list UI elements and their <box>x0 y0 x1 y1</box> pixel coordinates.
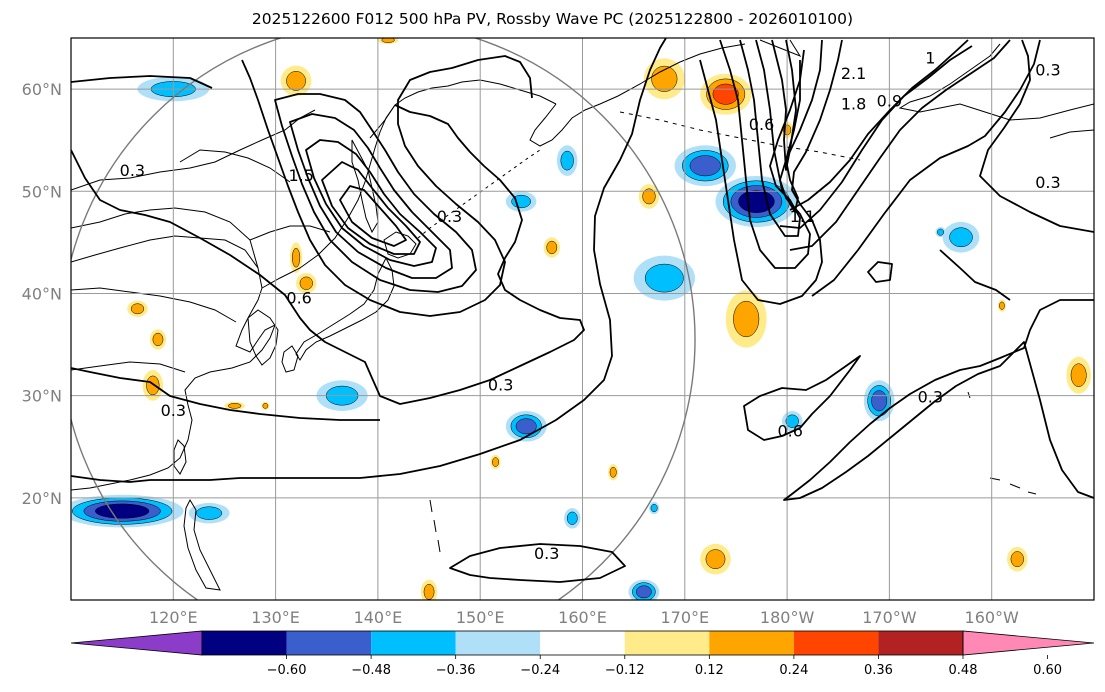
longitude-labels: 120°E 130°E 140°E 150°E 160°E 170°E 180°W 170°W… <box>149 608 1019 627</box>
colorbar-segment <box>540 631 625 655</box>
pv-anomaly-blob <box>715 175 798 228</box>
lon-label: 130°E <box>251 608 300 627</box>
pv-anomaly-blob <box>224 401 245 410</box>
graticule-layer <box>71 38 1094 600</box>
pv-anomaly-blob <box>700 73 752 115</box>
pv-anomaly-blob <box>71 494 184 528</box>
lon-label: 170°W <box>862 608 917 627</box>
colorbar: −0.60 −0.48 −0.36 −0.24 −0.12 0.12 0.24 0.36 0.4… <box>70 630 1095 678</box>
pv-anomaly-blob <box>1066 356 1091 394</box>
contour-label-layer: 0.3 1.5 0.3 0.6 0.3 0.3 0.3 2.1 1.8 0.9 0.6 1 0.3 0.3… <box>120 48 1061 563</box>
colorbar-segment <box>371 631 456 655</box>
contour-label: 1.8 <box>841 94 866 113</box>
pv-anomaly-blob <box>377 38 399 45</box>
lon-label: 140°E <box>354 608 403 627</box>
pv-anomaly-blob <box>142 370 164 401</box>
radius-circle <box>71 38 696 600</box>
colorbar-segment <box>624 631 710 655</box>
pv-anomaly-blob <box>863 380 895 422</box>
contour-label: 1.1 <box>790 207 815 226</box>
colorbar-tick-label: 0.24 <box>779 663 808 678</box>
lon-label: 170°E <box>660 608 709 627</box>
contour-label: 0.3 <box>161 401 186 420</box>
lon-label: 120°E <box>149 608 198 627</box>
coastline-layer <box>71 39 1094 591</box>
pv-anomaly-blob <box>564 508 581 529</box>
lon-label: 160°W <box>965 608 1020 627</box>
contour-label: 0.3 <box>534 544 559 563</box>
colorbar-tick-label: 0.12 <box>695 663 724 678</box>
colorbar-segment <box>202 631 287 655</box>
pv-anomaly-blob <box>700 543 731 575</box>
map-title: 2025122600 F012 500 hPa PV, Rossby Wave … <box>251 10 854 28</box>
colorbar-extend-min <box>70 630 203 656</box>
colorbar-tick-label: 0.48 <box>949 663 978 678</box>
pv-anomaly-blob <box>149 329 167 350</box>
map-frame <box>70 37 1095 601</box>
colorbar-tick-label: −0.12 <box>605 663 645 678</box>
pv-anomaly-blob <box>261 401 270 410</box>
pv-anomaly-blob <box>296 273 317 294</box>
contour-label: 0.3 <box>1035 61 1060 80</box>
pv-anomaly-blob <box>638 184 660 209</box>
colorbar-tick-label: −0.36 <box>436 663 476 678</box>
pv-anomaly-blob <box>543 237 560 258</box>
pv-anomaly-blob <box>633 255 696 301</box>
pv-anomaly-blob <box>935 227 946 238</box>
contour-label: 1 <box>925 48 935 67</box>
pv-anomaly-blob <box>643 58 685 100</box>
lat-label: 30°N <box>22 387 62 406</box>
lat-label: 50°N <box>22 182 62 201</box>
lon-label: 180°W <box>760 608 815 627</box>
colorbar-segment <box>455 631 541 655</box>
contour-label: 0.3 <box>918 388 943 407</box>
contour-label: 1.5 <box>288 166 313 185</box>
colorbar-segment <box>709 631 794 655</box>
contour-label: 0.3 <box>488 375 513 394</box>
contour-label: 0.3 <box>437 207 462 226</box>
colorbar-tick-label: −0.24 <box>520 663 560 678</box>
latitude-labels: 20°N 30°N 40°N 50°N 60°N <box>22 80 62 508</box>
pv-anomaly-blob <box>942 221 980 253</box>
lat-label: 40°N <box>22 284 62 303</box>
lon-label: 160°E <box>558 608 607 627</box>
colorbar-segment <box>793 631 879 655</box>
colorbar-tick-label: 0.60 <box>1033 663 1062 678</box>
lat-label: 20°N <box>22 489 62 508</box>
pv-anomaly-blob <box>556 145 578 176</box>
colorbar-tick-label: −0.60 <box>267 663 307 678</box>
pv-anomaly-blob <box>505 191 537 212</box>
colorbar-segment <box>878 631 963 655</box>
pv-anomaly-blob <box>997 299 1007 312</box>
contour-label: 0.6 <box>286 289 311 308</box>
pv-anomaly-blob <box>628 579 660 600</box>
contour-label: 0.6 <box>777 421 802 440</box>
contour-label: 2.1 <box>841 64 866 83</box>
lon-label: 150°E <box>456 608 505 627</box>
pv-anomaly-blob <box>674 145 736 187</box>
colorbar-tick-label: −0.48 <box>351 663 391 678</box>
pv-anomaly-blob <box>648 501 660 515</box>
colorbar-tick-label: 0.36 <box>864 663 893 678</box>
colorbar-segment <box>286 631 372 655</box>
pv-anomaly-blob <box>188 502 230 524</box>
pv-anomaly-blob <box>608 464 619 481</box>
pv-anomaly-blob <box>127 300 148 317</box>
contour-label: 0.3 <box>1035 173 1060 192</box>
pv-anomaly-blob <box>1007 546 1028 572</box>
pv-anomaly-layer <box>71 38 1091 600</box>
contour-label: 0.9 <box>877 91 902 110</box>
contour-label: 0.6 <box>749 115 774 134</box>
pv-anomaly-blob <box>289 242 303 274</box>
contour-label: 0.3 <box>120 161 145 180</box>
pv-anomaly-blob <box>280 65 312 97</box>
lat-label: 60°N <box>22 80 62 99</box>
pv-anomaly-blob <box>505 410 547 442</box>
pv-anomaly-blob <box>725 290 767 348</box>
colorbar-extend-max <box>962 630 1095 656</box>
pv-contour-layer <box>71 38 1094 583</box>
pv-anomaly-blob <box>490 454 501 470</box>
